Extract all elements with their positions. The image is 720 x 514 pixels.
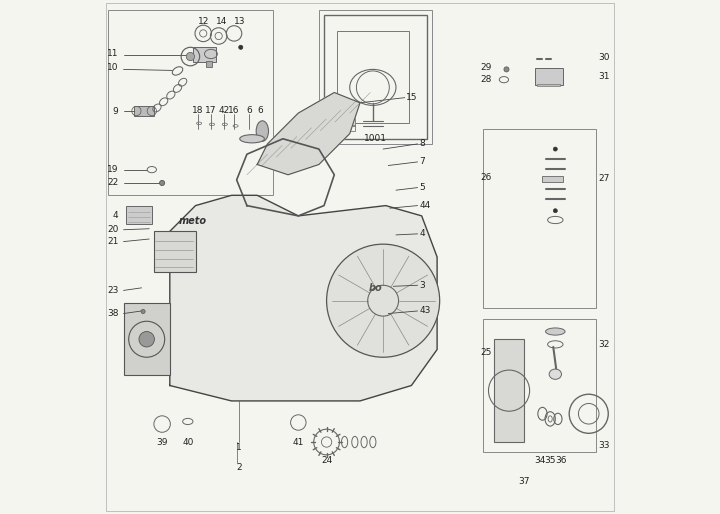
Text: 18: 18 bbox=[192, 106, 204, 115]
Text: 26: 26 bbox=[480, 173, 492, 182]
Text: bo: bo bbox=[369, 283, 382, 293]
Text: 7: 7 bbox=[419, 157, 425, 167]
Text: 4: 4 bbox=[113, 211, 118, 221]
Text: 6: 6 bbox=[257, 106, 263, 115]
Circle shape bbox=[553, 147, 557, 151]
Text: 27: 27 bbox=[598, 174, 610, 183]
Text: 2: 2 bbox=[236, 463, 242, 472]
Bar bbox=[483, 319, 596, 452]
Text: 34: 34 bbox=[534, 455, 546, 465]
Bar bbox=[341, 115, 355, 126]
Text: 23: 23 bbox=[107, 286, 118, 295]
Text: 36: 36 bbox=[556, 455, 567, 465]
Circle shape bbox=[553, 209, 557, 213]
Text: 21: 21 bbox=[107, 237, 118, 246]
Text: 17: 17 bbox=[205, 106, 217, 115]
Circle shape bbox=[160, 180, 165, 186]
Bar bbox=[494, 339, 524, 442]
Text: 1: 1 bbox=[236, 443, 242, 452]
Text: 44: 44 bbox=[419, 201, 431, 210]
Bar bbox=[341, 125, 355, 131]
Text: 39: 39 bbox=[156, 437, 168, 447]
Bar bbox=[337, 31, 409, 123]
Text: 16: 16 bbox=[228, 106, 240, 115]
Circle shape bbox=[139, 332, 154, 347]
Bar bbox=[537, 84, 560, 86]
Bar bbox=[483, 128, 596, 308]
Circle shape bbox=[186, 52, 194, 61]
Bar bbox=[319, 10, 432, 144]
Text: 41: 41 bbox=[292, 437, 304, 447]
Text: 38: 38 bbox=[107, 309, 118, 318]
Circle shape bbox=[239, 45, 243, 49]
Text: 32: 32 bbox=[598, 340, 610, 349]
Text: 14: 14 bbox=[215, 17, 227, 26]
Bar bbox=[124, 303, 170, 375]
Circle shape bbox=[327, 244, 440, 357]
Text: 6: 6 bbox=[247, 106, 253, 115]
Text: meto: meto bbox=[179, 216, 207, 226]
Text: 10: 10 bbox=[107, 63, 118, 72]
Text: 30: 30 bbox=[598, 53, 610, 62]
Text: 40: 40 bbox=[182, 437, 194, 447]
Text: 28: 28 bbox=[480, 75, 492, 84]
Circle shape bbox=[504, 67, 509, 72]
Text: 24: 24 bbox=[321, 455, 332, 465]
Text: 42: 42 bbox=[218, 106, 230, 115]
Bar bbox=[134, 106, 154, 116]
Text: 37: 37 bbox=[518, 477, 530, 486]
Text: 4: 4 bbox=[419, 229, 425, 238]
Polygon shape bbox=[170, 195, 437, 401]
Bar bbox=[206, 61, 212, 67]
Ellipse shape bbox=[240, 135, 264, 143]
Text: 15: 15 bbox=[405, 93, 417, 102]
Text: 35: 35 bbox=[544, 455, 556, 465]
Text: 13: 13 bbox=[233, 17, 245, 26]
Circle shape bbox=[141, 309, 145, 314]
Bar bbox=[542, 176, 563, 182]
Text: 5: 5 bbox=[419, 183, 425, 192]
Text: 33: 33 bbox=[598, 440, 610, 450]
Ellipse shape bbox=[546, 328, 565, 335]
Text: 22: 22 bbox=[107, 178, 118, 188]
Bar bbox=[154, 231, 196, 272]
Ellipse shape bbox=[549, 369, 562, 379]
Text: 11: 11 bbox=[107, 49, 118, 59]
Text: 31: 31 bbox=[598, 71, 610, 81]
Text: 43: 43 bbox=[419, 306, 431, 316]
Bar bbox=[324, 15, 427, 139]
Text: 29: 29 bbox=[480, 63, 492, 72]
Text: 1001: 1001 bbox=[364, 134, 387, 143]
Bar bbox=[535, 68, 563, 85]
Ellipse shape bbox=[256, 121, 269, 141]
Text: 20: 20 bbox=[107, 225, 118, 234]
Text: 12: 12 bbox=[197, 17, 209, 26]
Text: 3: 3 bbox=[419, 281, 425, 290]
Polygon shape bbox=[257, 93, 360, 175]
Text: 25: 25 bbox=[480, 347, 492, 357]
Text: 19: 19 bbox=[107, 165, 118, 174]
Bar bbox=[193, 47, 216, 62]
Text: 8: 8 bbox=[419, 139, 425, 149]
Bar bbox=[126, 206, 152, 224]
Text: 9: 9 bbox=[112, 106, 118, 116]
Bar bbox=[108, 10, 273, 195]
